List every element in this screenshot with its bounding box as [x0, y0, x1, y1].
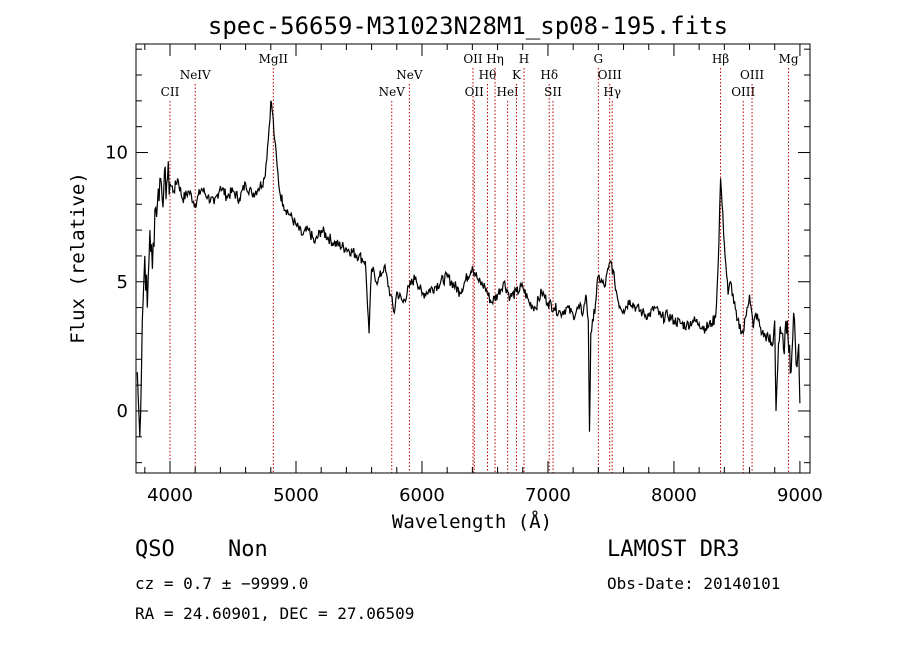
x-tick-label-4: 8000 [651, 485, 697, 506]
line-label-4: NeV [396, 68, 423, 82]
line-label-19: OIII [740, 68, 764, 82]
line-label-1: NeIV [180, 68, 211, 82]
x-tick-label-3: 7000 [525, 485, 571, 506]
object-class: QSO [135, 537, 175, 562]
line-label-12: Hδ [540, 68, 558, 82]
flux-series-line [136, 100, 801, 437]
plot-frame [135, 43, 811, 474]
axes: 4000 5000 6000 7000 8000 9000 0 5 10 [105, 43, 823, 506]
x-tick-label-1: 5000 [273, 485, 319, 506]
y-tick-label-2: 10 [105, 143, 128, 164]
y-tick-label-0: 0 [117, 401, 128, 422]
line-label-2: MgII [259, 52, 289, 66]
redshift-cz: cz = 0.7 ± −9999.0 [135, 574, 309, 593]
y-axis-label: Flux (relative) [67, 172, 89, 344]
line-label-5: OII [463, 52, 483, 66]
line-label-17: Hβ [712, 52, 729, 66]
y-tick-label-1: 5 [117, 272, 128, 293]
line-label-3: NeV [379, 85, 406, 99]
ra-dec: RA = 24.60901, DEC = 27.06509 [135, 604, 415, 623]
x-tick-label-5: 9000 [777, 485, 823, 506]
x-tick-label-2: 6000 [399, 485, 445, 506]
chart-title: spec-56659-M31023N28M1_sp08-195.fits [208, 12, 728, 40]
line-label-6: OII [465, 85, 485, 99]
line-label-11: H [519, 52, 529, 66]
line-label-15: OIII [598, 68, 622, 82]
object-subclass: Non [228, 537, 268, 562]
x-axis-label: Wavelength (Å) [392, 510, 552, 533]
line-label-13: SII [544, 85, 562, 99]
line-label-14: G [594, 52, 604, 66]
x-tick-label-0: 4000 [147, 485, 193, 506]
line-label-0: CII [161, 85, 180, 99]
line-label-20: Mg [779, 52, 799, 66]
line-label-8: Hη [486, 52, 504, 66]
survey-name: LAMOST DR3 [607, 537, 740, 562]
line-label-18: OIII [731, 85, 755, 99]
line-label-16: Hγ [603, 85, 621, 99]
line-label-7: Hθ [479, 68, 497, 82]
line-label-10: K [512, 68, 522, 82]
line-label-9: HeI [496, 85, 519, 99]
observation-date: Obs-Date: 20140101 [607, 574, 781, 593]
